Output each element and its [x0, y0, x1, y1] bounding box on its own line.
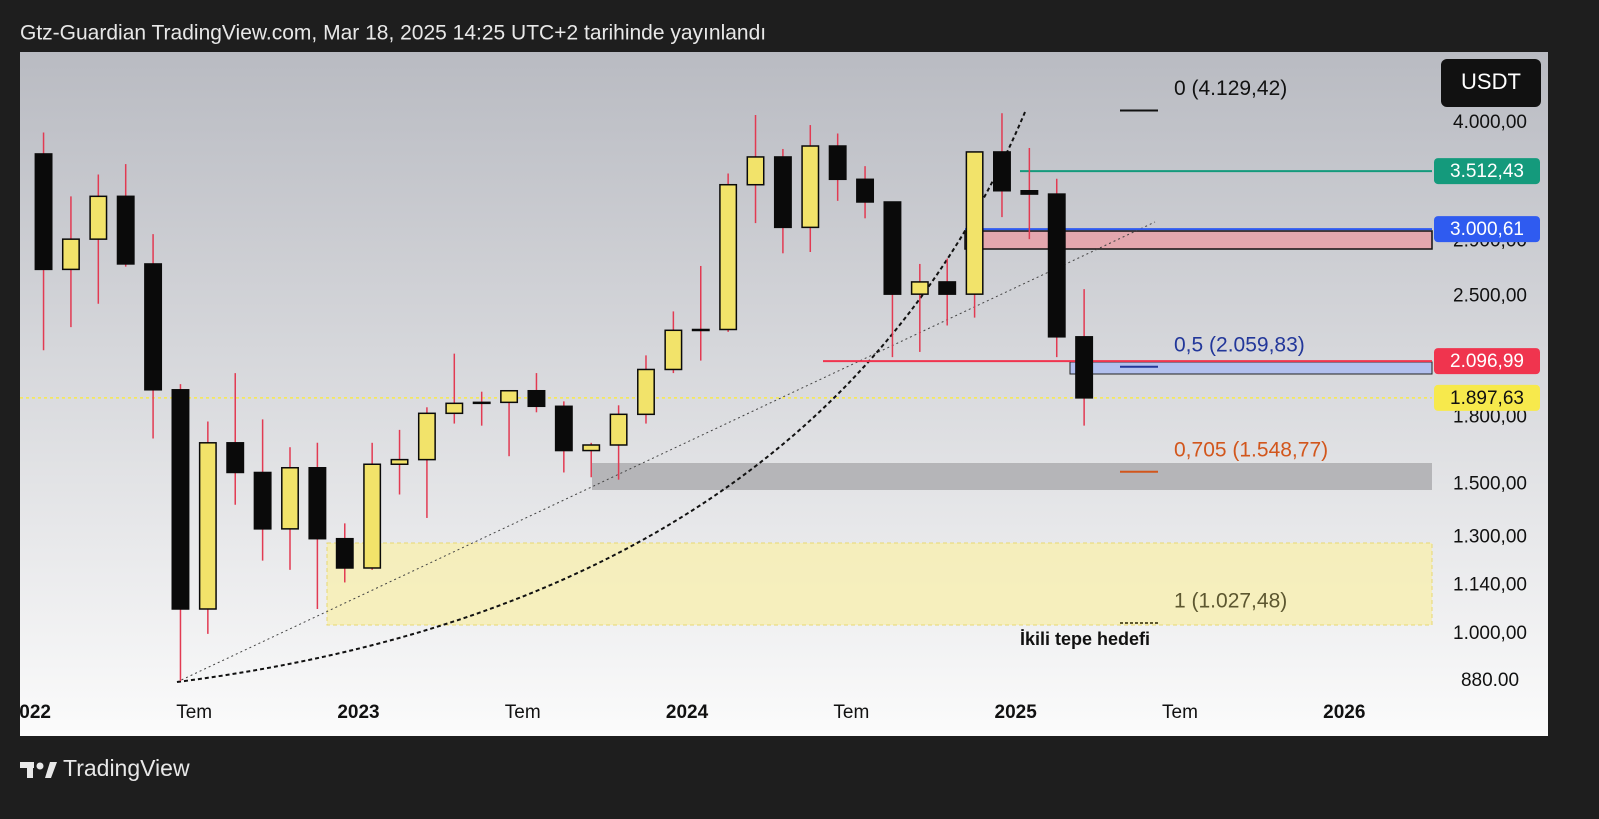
fib-label: 0,5 (2.059,83): [1174, 333, 1305, 356]
candle-body: [116, 195, 135, 265]
candle-body: [883, 201, 902, 295]
header: Gtz-Guardian TradingView.com, Mar 18, 20…: [20, 22, 766, 45]
y-tick-label: 2.500,00: [1453, 285, 1527, 306]
y-tick-label: 1.000,00: [1453, 623, 1527, 644]
candle-body: [89, 195, 108, 240]
candle-body: [993, 151, 1011, 192]
candle-body: [938, 281, 957, 295]
candle-body: [144, 263, 163, 391]
candle-body: [664, 329, 683, 371]
candle-body: [1047, 193, 1066, 338]
candle-body: [801, 145, 820, 229]
candle-body: [253, 471, 272, 530]
candle-body: [61, 238, 80, 271]
fib-label: 0 (4.129,42): [1174, 77, 1287, 100]
price-tag: [1434, 158, 1540, 185]
candle-body: [554, 405, 573, 452]
plot: [20, 111, 1433, 683]
x-tick-label: Tem: [833, 702, 869, 723]
y-tick-label: 1.500,00: [1453, 474, 1527, 495]
y-tick-label: 1.800,00: [1453, 406, 1527, 427]
x-axis: 2022 Tem 2023 Tem 2024 Tem 2025 Tem 2026: [9, 702, 1365, 723]
curve-trendline: [176, 111, 1026, 683]
candle-body: [637, 368, 655, 416]
price-tag: [1434, 384, 1540, 411]
candle-body: [828, 145, 847, 181]
candle-body: [965, 151, 984, 295]
y-tick-label: 1.300,00: [1453, 526, 1527, 547]
candle-body: [856, 178, 875, 203]
fib-label: 0,705 (1.548,77): [1174, 438, 1328, 461]
x-tick-label: Tem: [1162, 702, 1198, 723]
fvg-zone: [1069, 361, 1433, 375]
candle-body: [910, 281, 929, 295]
support-zone: [592, 463, 1432, 490]
logo: [20, 762, 57, 778]
candle-body: [445, 402, 464, 415]
x-tick-label: Tem: [505, 702, 541, 723]
candle-body: [746, 156, 765, 186]
annotation: İkili tepe hedefi: [1020, 629, 1150, 649]
fib-label: 1 (1.027,48): [1174, 589, 1287, 612]
candle-body: [281, 466, 299, 530]
y-tick-label: 880.00: [1461, 670, 1519, 691]
candle-body: [417, 412, 436, 461]
currency-box: [1441, 59, 1541, 107]
candle-body: [363, 463, 382, 569]
currency: USDT: [1461, 69, 1521, 94]
candle-body: [472, 401, 491, 405]
candle-body: [308, 466, 327, 540]
logo-part: [45, 762, 57, 778]
candle-body: [527, 389, 546, 408]
x-tick-label: 2025: [995, 702, 1038, 723]
candle-body: [719, 183, 738, 331]
trendline: [176, 221, 1156, 683]
logo-part: [27, 762, 33, 778]
footer: TradingView: [63, 755, 190, 781]
candle-body: [500, 389, 519, 404]
y-tick-label: 4.000,00: [1453, 112, 1527, 133]
candle-body: [171, 389, 190, 610]
price-tag: [1434, 348, 1540, 375]
candle-body: [390, 458, 409, 465]
price-tag-label: 3.000,61: [1450, 219, 1524, 240]
chart-area: [20, 52, 1548, 736]
price-tag-label: 2.096,99: [1450, 351, 1524, 372]
x-tick-label: 2026: [1323, 702, 1365, 723]
x-tick-label: Tem: [176, 702, 212, 723]
candle-body: [582, 444, 601, 452]
x-tick-label: 2024: [666, 702, 709, 723]
logo-part: [36, 762, 44, 770]
candle-body: [773, 156, 792, 229]
candle-body: [34, 153, 53, 271]
target-zone: [326, 542, 1433, 626]
price-tag: [1434, 216, 1540, 243]
candle-body: [335, 537, 354, 569]
price-tag-label: 1.897,63: [1450, 388, 1524, 409]
candle-body: [609, 413, 628, 446]
resistance-zone: [964, 230, 1433, 250]
x-tick-label: 2022: [9, 702, 51, 723]
candle-body: [691, 328, 710, 332]
y-tick-label: 1.140,00: [1453, 575, 1527, 596]
candle-body: [1020, 189, 1039, 195]
candle-body: [1075, 336, 1094, 399]
candle-body: [198, 442, 217, 610]
x-tick-label: 2023: [337, 702, 379, 723]
candle-body: [226, 442, 245, 474]
price-tag-label: 3.512,43: [1450, 161, 1524, 182]
